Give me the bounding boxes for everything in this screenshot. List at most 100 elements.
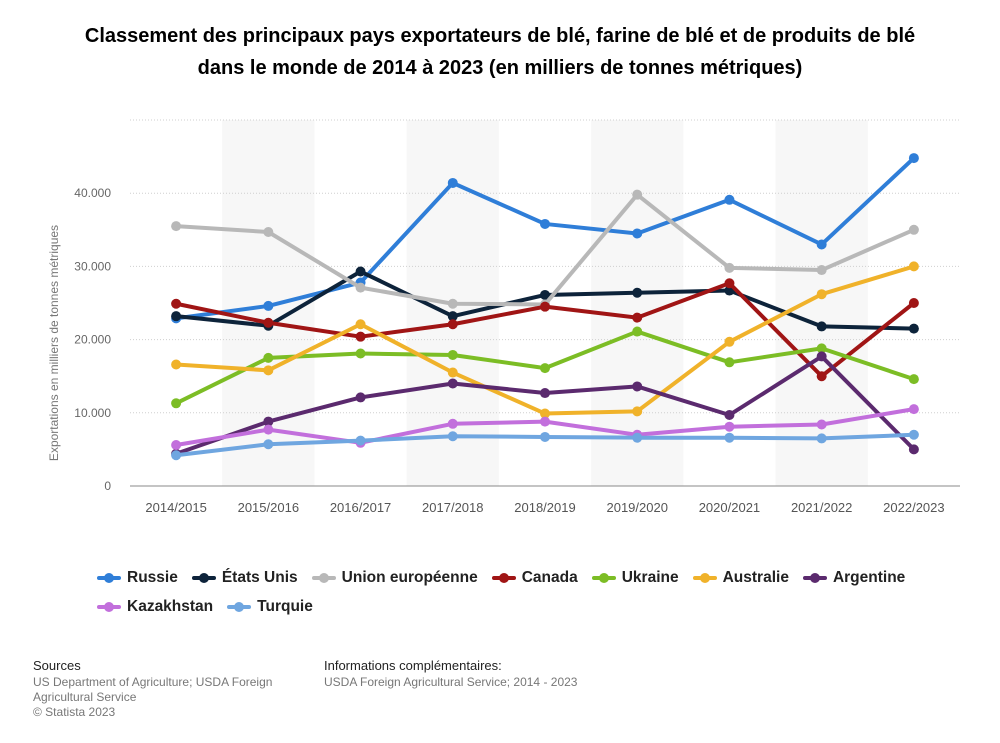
x-tick-label: 2016/2017 (330, 500, 391, 515)
legend-marker (491, 572, 516, 584)
legend-label: Russie (127, 568, 178, 586)
data-point (632, 189, 643, 200)
legend-item-etats-unis[interactable]: États Unis (191, 568, 298, 587)
data-point (447, 418, 458, 429)
data-point (355, 392, 366, 403)
legend-item-union-europeenne[interactable]: Union européenne (311, 569, 478, 587)
data-point (540, 289, 550, 300)
data-point (171, 398, 182, 409)
data-point (816, 351, 827, 362)
data-point (540, 363, 550, 374)
data-point (816, 239, 827, 250)
sources-text: US Department of Agriculture; USDA Forei… (33, 675, 273, 704)
legend-item-ukraine[interactable]: Ukraine (591, 568, 679, 587)
x-tick-label: 2015/2016 (238, 500, 299, 515)
y-tick-label: 30.000 (74, 259, 111, 273)
data-point (263, 365, 274, 376)
data-point (632, 406, 643, 417)
data-point (908, 153, 919, 164)
data-point (263, 317, 274, 328)
data-point (724, 336, 735, 347)
data-point (908, 323, 919, 334)
legend-item-kazakhstan[interactable]: Kazakhstan (97, 598, 213, 616)
data-point (632, 381, 643, 392)
x-tick-label: 2020/2021 (699, 500, 760, 515)
legend-item-turquie[interactable]: Turquie (227, 598, 313, 616)
data-point (263, 439, 274, 450)
data-point (632, 432, 643, 443)
x-tick-label: 2021/2022 (791, 500, 852, 515)
legend-marker (591, 572, 616, 584)
legend-row: Russie États Unis Union européenne Canad… (97, 563, 937, 592)
legend-marker (311, 572, 336, 584)
legend-marker (191, 572, 216, 584)
data-point (171, 450, 182, 461)
data-point (724, 357, 735, 368)
legend-marker (97, 572, 121, 584)
data-point (171, 221, 182, 232)
x-tick-label: 2017/2018 (422, 500, 483, 515)
legend-label: Australie (722, 568, 789, 586)
data-point (355, 331, 366, 342)
data-point (263, 352, 274, 363)
legend-marker (802, 572, 827, 584)
legend-item-russie[interactable]: Russie (97, 569, 178, 587)
chart-title: Classement des principaux pays exportate… (84, 25, 916, 79)
data-point (908, 429, 919, 440)
legend-label: Canada (521, 568, 578, 586)
data-point (724, 409, 735, 420)
data-point (447, 319, 458, 330)
legend-item-argentine[interactable]: Argentine (802, 568, 906, 587)
data-point (171, 298, 182, 309)
legend-label: Kazakhstan (127, 597, 214, 615)
data-point (263, 300, 274, 311)
y-tick-label: 10.000 (74, 406, 111, 420)
data-point (171, 440, 182, 451)
data-point (908, 404, 919, 415)
info-text: USDA Foreign Agricultural Service; 2014 … (324, 675, 578, 689)
legend-marker (227, 601, 252, 613)
data-point (447, 311, 458, 322)
legend-row: Kazakhstan Turquie (97, 592, 937, 621)
data-point (908, 374, 919, 385)
data-point (724, 432, 735, 443)
data-point (816, 419, 827, 430)
legend-item-australie[interactable]: Australie (692, 568, 789, 587)
data-point (908, 224, 919, 235)
legend-label: Ukraine (621, 568, 679, 586)
chart-legend: Russie États Unis Union européenne Canad… (97, 563, 937, 621)
data-point (724, 194, 735, 205)
data-point (540, 416, 550, 427)
data-point (816, 371, 827, 382)
legend-label: États Unis (221, 568, 298, 586)
data-point (632, 312, 643, 323)
data-point (816, 265, 827, 276)
legend-marker (97, 601, 121, 613)
line-chart: 0 10.000 20.000 30.000 40.000 2014/2015 2015/2… (47, 119, 960, 515)
y-tick-label: 40.000 (74, 186, 111, 200)
data-point (355, 266, 366, 277)
y-tick-label: 0 (104, 479, 111, 493)
sources-heading: Sources (33, 658, 81, 673)
data-point (263, 226, 274, 237)
data-point (447, 378, 458, 389)
data-point (540, 431, 550, 442)
legend-label: Turquie (257, 597, 313, 615)
legend-label: Argentine (832, 568, 906, 586)
data-point (632, 287, 643, 298)
x-tick-label: 2014/2015 (145, 500, 206, 515)
data-point (632, 326, 643, 337)
column-band (591, 120, 684, 486)
data-point (816, 289, 827, 300)
data-point (724, 421, 735, 432)
legend-item-canada[interactable]: Canada (491, 568, 578, 587)
data-point (447, 431, 458, 442)
data-point (540, 408, 550, 419)
data-point (540, 218, 550, 229)
data-point (447, 349, 458, 360)
copyright-text: © Statista 2023 (33, 705, 116, 719)
x-tick-label: 2019/2020 (606, 500, 667, 515)
data-point (355, 348, 366, 359)
data-point (263, 416, 274, 427)
data-point (355, 435, 366, 446)
